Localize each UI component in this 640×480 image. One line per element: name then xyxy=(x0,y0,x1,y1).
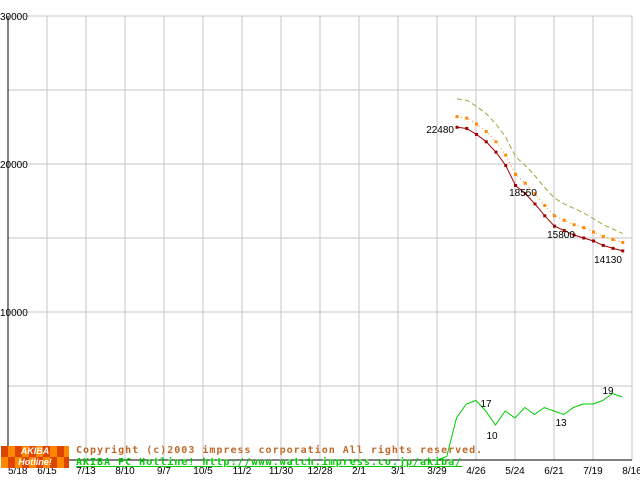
value-annotation: 13 xyxy=(555,418,567,429)
y-axis-label: 30000 xyxy=(0,12,28,23)
series-average-price xyxy=(456,116,623,243)
x-axis-label: 7/19 xyxy=(583,466,603,477)
series-marker-lowest-price xyxy=(592,239,595,243)
akiba-pc-hotline-logo: AKIBA Hotline! xyxy=(1,446,69,468)
x-axis-label: 11/2 xyxy=(233,466,252,477)
series-marker-lowest-price xyxy=(572,233,576,237)
series-marker-average-price xyxy=(582,226,586,230)
value-annotation: 17 xyxy=(480,399,492,410)
y-axis-label: 20000 xyxy=(0,160,28,171)
series-marker-average-price xyxy=(455,115,459,119)
series-marker-lowest-price xyxy=(562,229,566,233)
x-axis-label: 8/16 xyxy=(622,466,640,477)
series-highest-price xyxy=(456,98,623,235)
series-marker-average-price xyxy=(494,140,498,144)
x-axis-label: 3/29 xyxy=(427,466,447,477)
series-marker-average-price xyxy=(465,116,469,120)
series-marker-average-price xyxy=(475,122,478,126)
series-marker-average-price xyxy=(611,237,615,241)
series-marker-average-price xyxy=(484,129,488,133)
series-marker-lowest-price xyxy=(611,246,615,250)
series-shop-count xyxy=(436,392,623,461)
series-marker-average-price xyxy=(523,181,527,185)
x-axis-label: 2/1 xyxy=(352,466,366,477)
series-marker-lowest-price xyxy=(523,192,527,196)
series-marker-lowest-price xyxy=(533,202,537,206)
x-axis-label: 8/10 xyxy=(115,466,135,477)
x-axis-label: 5/18 xyxy=(8,466,28,477)
logo-line2: Hotline! xyxy=(1,457,69,468)
y-axis-label: 10000 xyxy=(0,308,28,319)
x-axis-label: 12/28 xyxy=(307,466,332,477)
series-marker-lowest-price xyxy=(455,125,459,129)
x-axis-label: 3/1 xyxy=(391,466,405,477)
series-marker-lowest-price xyxy=(504,163,508,167)
value-annotation: 18550 xyxy=(509,188,537,199)
series-marker-average-price xyxy=(592,230,595,234)
series-marker-lowest-price xyxy=(543,214,547,218)
series-marker-lowest-price xyxy=(475,132,478,136)
series-marker-lowest-price xyxy=(621,249,625,253)
series-marker-lowest-price xyxy=(582,236,586,240)
series-marker-lowest-price xyxy=(514,183,517,187)
series-marker-lowest-price xyxy=(465,126,469,130)
series-marker-lowest-price xyxy=(484,140,488,144)
x-axis-label: 4/26 xyxy=(466,466,486,477)
x-axis-label: 5/24 xyxy=(505,466,525,477)
credits: Copyright (c)2003 impress corporation Al… xyxy=(76,445,483,469)
x-axis-label: 11/30 xyxy=(269,466,294,477)
series-marker-lowest-price xyxy=(601,243,605,247)
x-axis-label: 9/7 xyxy=(157,466,171,477)
site-url-link[interactable]: AKIBA PC Hotline! http://www.watch.impre… xyxy=(76,457,463,468)
copyright-text: Copyright (c)2003 impress corporation Al… xyxy=(76,445,484,456)
value-annotation: 19 xyxy=(602,386,614,397)
x-axis-label: 7/13 xyxy=(76,466,96,477)
value-annotation: 22480 xyxy=(426,125,454,136)
series-marker-lowest-price xyxy=(494,150,498,154)
series-marker-average-price xyxy=(533,192,537,196)
series-marker-average-price xyxy=(553,214,556,218)
value-annotation: 10 xyxy=(486,431,498,442)
series-marker-average-price xyxy=(504,153,508,157)
series-marker-average-price xyxy=(572,223,576,227)
x-axis-label: 6/15 xyxy=(37,466,57,477)
chart-footer: AKIBA Hotline! Copyright (c)2003 impress… xyxy=(0,444,640,474)
value-annotation: 14130 xyxy=(594,255,622,266)
x-axis-label: 10/5 xyxy=(193,466,213,477)
x-axis-label: 6/21 xyxy=(544,466,564,477)
series-marker-average-price xyxy=(601,235,605,239)
series-marker-lowest-price xyxy=(553,224,556,228)
value-annotation: 15800 xyxy=(547,230,575,241)
series-marker-average-price xyxy=(621,240,625,244)
logo-line1: AKIBA xyxy=(1,446,69,457)
series-marker-average-price xyxy=(562,218,566,222)
series-marker-average-price xyxy=(543,203,547,207)
series-lowest-price xyxy=(456,126,623,252)
series-marker-average-price xyxy=(514,172,517,176)
